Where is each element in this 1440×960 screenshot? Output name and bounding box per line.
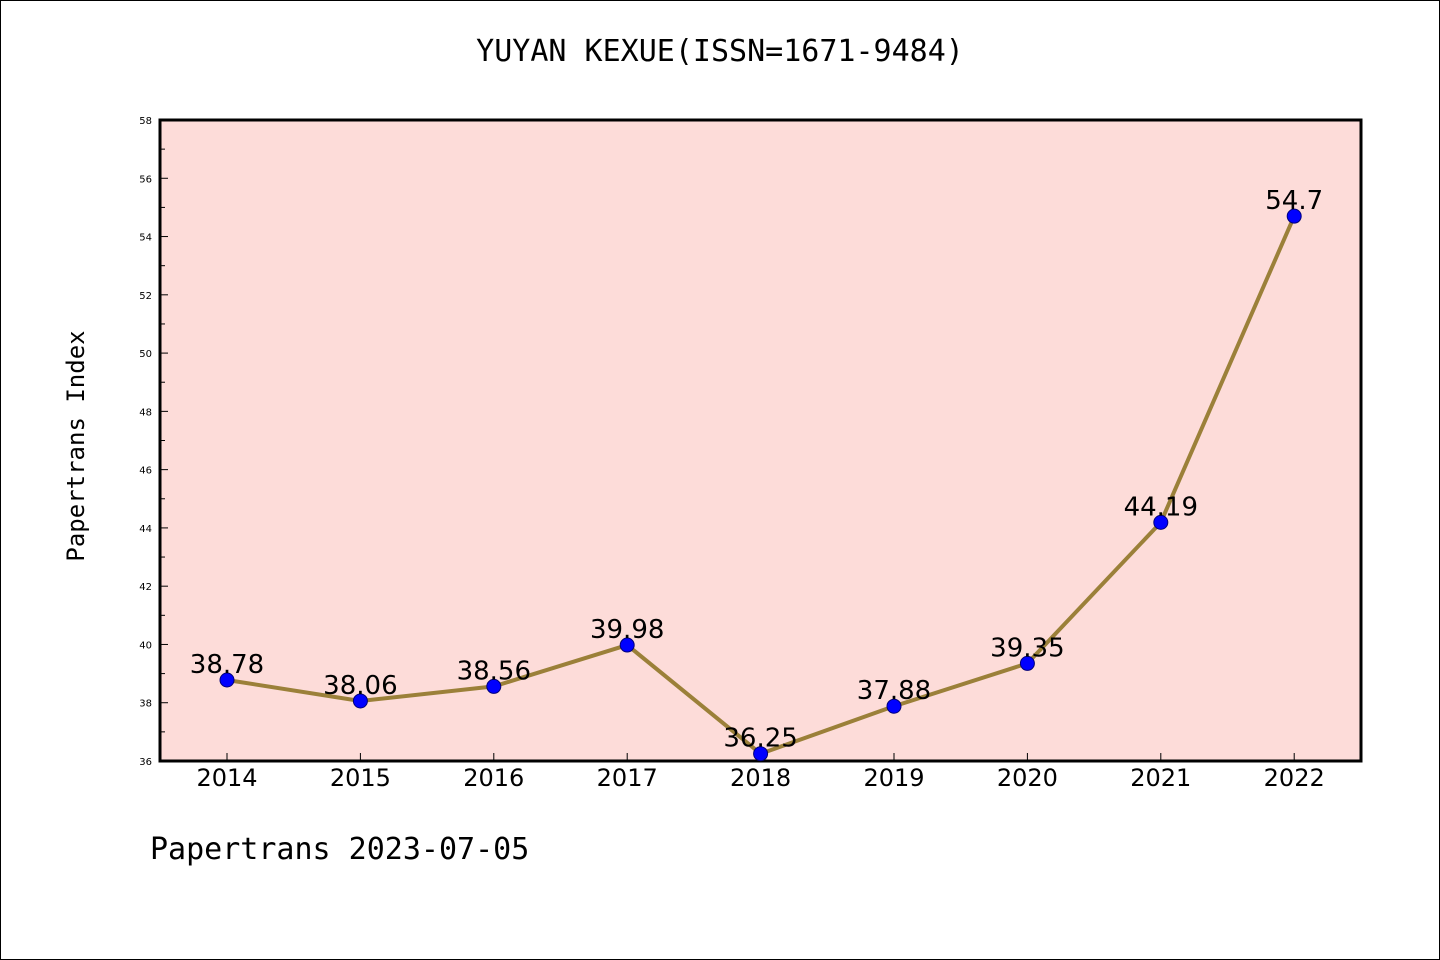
data-point	[486, 678, 502, 694]
data-label: 36.25	[723, 724, 797, 754]
x-tick-label: 2017	[597, 764, 658, 792]
data-label: 54.7	[1265, 186, 1323, 216]
x-tick-label: 2015	[330, 764, 391, 792]
y-tick-label: 46	[139, 466, 152, 477]
x-tick-label: 2022	[1264, 764, 1325, 792]
data-labels: 38.78 38.06 38.56 39.98 36.25 37.88 39.35 44.19…	[190, 186, 1323, 754]
x-tick-label: 2020	[997, 764, 1058, 792]
y-tick-label: 42	[139, 582, 152, 593]
data-point	[1153, 514, 1169, 530]
data-label: 38.78	[190, 650, 264, 680]
x-axis-ticks: 2014 2015 2016 2017 2018 2019 2020 2021 2022	[196, 753, 1325, 792]
y-tick-label: 56	[139, 174, 152, 185]
data-point	[619, 637, 635, 653]
data-point	[753, 746, 769, 762]
data-points	[219, 208, 1302, 762]
plot-area	[158, 118, 1363, 763]
data-label: 38.56	[457, 656, 531, 686]
data-label: 44.19	[1124, 492, 1198, 522]
y-axis-ticks: 36 38 40 42 44 46 48 50 52 54 56 58	[139, 116, 168, 768]
data-label: 38.06	[323, 671, 397, 701]
y-tick-label: 58	[139, 116, 152, 127]
y-tick-label: 38	[139, 699, 152, 710]
data-label: 39.35	[990, 633, 1064, 663]
x-tick-label: 2014	[196, 764, 257, 792]
y-tick-label: 52	[139, 291, 152, 302]
chart-title: YUYAN KEXUE(ISSN=1671-9484)	[476, 34, 964, 69]
data-point	[886, 698, 902, 714]
x-tick-label: 2016	[463, 764, 524, 792]
y-tick-label: 36	[139, 757, 152, 768]
y-axis-label: Papertrans Index	[62, 330, 90, 561]
data-label: 37.88	[857, 676, 931, 706]
x-tick-label: 2021	[1130, 764, 1191, 792]
data-point	[1286, 208, 1302, 224]
x-tick-label: 2019	[863, 764, 924, 792]
y-tick-label: 50	[139, 349, 152, 360]
data-point	[219, 672, 235, 688]
data-point	[352, 693, 368, 709]
x-tick-label: 2018	[730, 764, 791, 792]
y-tick-label: 54	[139, 233, 152, 244]
y-tick-label: 44	[139, 524, 152, 535]
data-label: 39.98	[590, 615, 664, 645]
y-tick-label: 48	[139, 407, 152, 418]
data-point	[1019, 655, 1035, 671]
y-tick-label: 40	[139, 640, 152, 651]
footer-stamp: Papertrans 2023-07-05	[150, 832, 530, 867]
